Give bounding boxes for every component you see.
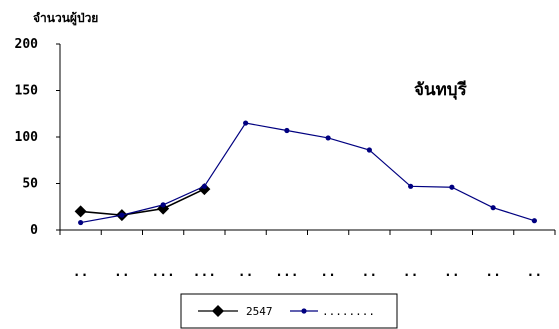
y-axis-label: จำนวนผู้ป่วย [33, 11, 98, 26]
chart-title: จันทบุรี [414, 79, 468, 100]
x-tick-label-8: .. [403, 265, 419, 280]
series-1-point-3 [201, 183, 207, 189]
y-tick-label-0: 0 [30, 223, 38, 238]
series-0-point-0 [74, 205, 87, 218]
x-tick-label-4: .. [238, 265, 254, 280]
series-1-point-8 [408, 183, 414, 189]
series-1-point-7 [366, 147, 372, 153]
legend-label-1: 2547 [246, 305, 273, 318]
series-1-point-2 [160, 202, 166, 208]
x-tick-label-7: .. [362, 265, 378, 280]
series-1-line [80, 122, 535, 224]
y-tick-label-2: 100 [15, 130, 39, 145]
series-0 [74, 183, 211, 222]
y-tick-label-3: 150 [15, 84, 39, 99]
series-0-line [80, 188, 205, 216]
x-ticks: ........................... [59, 230, 556, 280]
series-1 [78, 120, 537, 226]
x-tick-label-10: .. [485, 265, 501, 280]
legend: 2547 ........ [180, 293, 398, 329]
y-tick-label-4: 200 [15, 37, 39, 52]
series-1-point-5 [284, 127, 290, 134]
x-tick-label-6: .. [320, 265, 336, 280]
y-tick-label-1: 50 [22, 177, 38, 192]
series-1-point-9 [449, 184, 455, 190]
series-1-point-6 [325, 135, 331, 141]
legend-label-2: ........ [322, 305, 375, 318]
series-1-point-10 [490, 205, 496, 211]
x-tick-label-5: ... [275, 265, 298, 280]
series-group [74, 120, 537, 226]
series-0-point-3 [198, 183, 211, 196]
y-ticks: 0 50 100 150 200 [15, 37, 60, 238]
legend-marker-2 [301, 308, 307, 314]
x-tick-label-1: .. [114, 265, 130, 280]
series-1-point-4 [243, 120, 249, 126]
x-tick-label-0: .. [73, 265, 89, 280]
x-tick-label-11: .. [527, 265, 543, 280]
series-1-point-11 [531, 218, 537, 224]
legend-marker-1 [212, 305, 224, 317]
x-tick-label-2: ... [151, 265, 174, 280]
x-tick-label-9: .. [444, 265, 460, 280]
x-tick-label-3: ... [193, 265, 216, 280]
series-1-point-0 [78, 219, 84, 226]
series-1-point-1 [119, 212, 125, 218]
